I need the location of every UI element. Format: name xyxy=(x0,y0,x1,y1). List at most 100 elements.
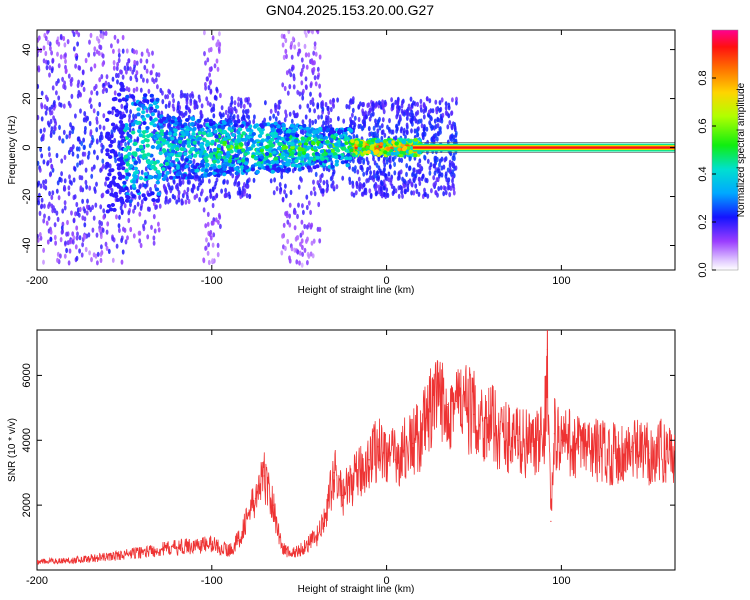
spectrogram-cell xyxy=(286,238,290,245)
spectrogram-cell xyxy=(204,197,208,203)
spectrogram-cell xyxy=(398,137,403,142)
spectrogram-cell xyxy=(189,100,193,106)
spectrogram-cell xyxy=(417,176,421,182)
colorbar-tick-label: 0.2 xyxy=(697,214,709,229)
spectrogram-cell xyxy=(300,262,304,268)
spectrogram-cell xyxy=(133,160,139,165)
spectrogram-cell xyxy=(220,105,224,111)
spectrogram-cell xyxy=(250,164,256,169)
spectrogram-cell xyxy=(170,145,175,150)
x-tick-label: -200 xyxy=(26,575,48,587)
spectrogram-cell xyxy=(114,108,120,113)
spectrogram-cell xyxy=(300,219,304,225)
spectrogram-cell xyxy=(372,125,376,131)
spectrogram-cell xyxy=(224,109,228,115)
spectrogram-cell xyxy=(164,195,168,201)
spectrogram-cell xyxy=(61,138,65,144)
spectrogram-cell xyxy=(228,194,232,200)
spectrogram-cell xyxy=(176,186,180,192)
spectrogram-cell xyxy=(259,148,265,153)
spectrogram-cell xyxy=(347,104,351,110)
spectrogram-cell xyxy=(354,140,359,145)
spectrogram-cell xyxy=(386,192,390,198)
spectrogram-cell xyxy=(82,144,86,150)
spectrogram-cell xyxy=(282,222,286,228)
spectrogram-cell xyxy=(117,223,121,229)
spectrogram-cell xyxy=(318,134,324,139)
spectrogram-cell xyxy=(50,203,54,209)
spectrogram-cell xyxy=(215,86,219,92)
spectrogram-cell xyxy=(401,176,404,182)
spectrogram-cell xyxy=(410,190,413,196)
snr-point xyxy=(141,551,143,553)
spectrogram-cell xyxy=(149,186,152,193)
spectrogram-cell xyxy=(378,151,383,156)
spectrogram-cell xyxy=(253,114,256,120)
spectrogram-cell xyxy=(101,53,105,59)
spectrogram-cell xyxy=(120,103,124,109)
spectrogram-cell xyxy=(289,189,293,195)
spectrogram-cell xyxy=(64,52,67,58)
spectrogram-cell xyxy=(270,128,276,133)
spectrogram-cell xyxy=(155,145,160,150)
spectrogram-cell xyxy=(303,43,307,50)
snr-point xyxy=(324,517,327,519)
spectrogram-cell xyxy=(92,215,96,221)
spectrogram-cell xyxy=(135,121,140,125)
spectrogram-cell xyxy=(331,180,335,186)
spectrogram-cell xyxy=(293,139,298,143)
snr-point xyxy=(377,446,379,448)
spectrogram-cell xyxy=(237,180,241,187)
spectrogram-cell xyxy=(288,68,291,74)
spectrogram-cell xyxy=(136,201,140,207)
snr-point xyxy=(403,449,405,451)
spectrogram-cell xyxy=(312,186,316,192)
spectrogram-cell xyxy=(97,50,101,56)
spectrogram-cell xyxy=(44,94,48,100)
spectrogram-cell xyxy=(281,42,285,48)
spectrogram-cell xyxy=(214,217,218,223)
spectrogram-cell xyxy=(75,30,79,35)
spectrogram-cell xyxy=(306,260,309,266)
spectrogram-cell xyxy=(263,117,266,123)
spectrogram-cell xyxy=(109,134,114,139)
spectrogram-cell xyxy=(130,94,135,99)
spectrogram-cell xyxy=(245,179,249,185)
spectrogram-cell xyxy=(361,147,366,152)
spectrogram-cell xyxy=(121,113,127,118)
spectrogram-cell xyxy=(126,235,129,241)
spectrogram-cell xyxy=(123,126,129,131)
spectrogram-cell xyxy=(124,123,129,127)
spectrogram-cell xyxy=(289,44,293,50)
spectrogram-cell xyxy=(216,66,220,72)
spectrogram-cell xyxy=(259,130,264,135)
spectrogram-cell xyxy=(145,58,149,64)
spectrogram-cell xyxy=(211,106,214,112)
spectrogram-cell xyxy=(388,158,392,164)
spectrogram-cell xyxy=(55,80,58,87)
spectrogram-cell xyxy=(38,167,42,173)
spectrogram-cell xyxy=(311,120,315,126)
spectrogram-cell xyxy=(117,176,123,181)
spectrogram-cell xyxy=(140,51,144,57)
spectrogram-cell xyxy=(332,151,338,156)
spectrogram-cell xyxy=(444,101,448,107)
spectrogram-cell xyxy=(442,191,446,197)
spectrogram-cell xyxy=(404,189,407,195)
spectrogram-cell xyxy=(128,113,132,119)
spectrogram-cell xyxy=(394,141,399,146)
spectrogram-cell xyxy=(313,129,318,134)
spectrogram-cell xyxy=(105,152,110,157)
spectrogram-cell xyxy=(96,260,99,266)
spectrogram-cell xyxy=(280,174,284,180)
spectrogram-cell xyxy=(319,149,325,154)
spectrogram-cell xyxy=(280,250,284,256)
spectrogram-cell xyxy=(192,183,195,189)
snr-point xyxy=(211,543,213,545)
spectrogram-cell xyxy=(303,247,307,253)
spectrogram-cell xyxy=(398,105,401,111)
spectrogram-cell xyxy=(366,150,371,155)
spectrogram-cell xyxy=(172,98,176,104)
spectrogram-cell xyxy=(243,191,246,197)
